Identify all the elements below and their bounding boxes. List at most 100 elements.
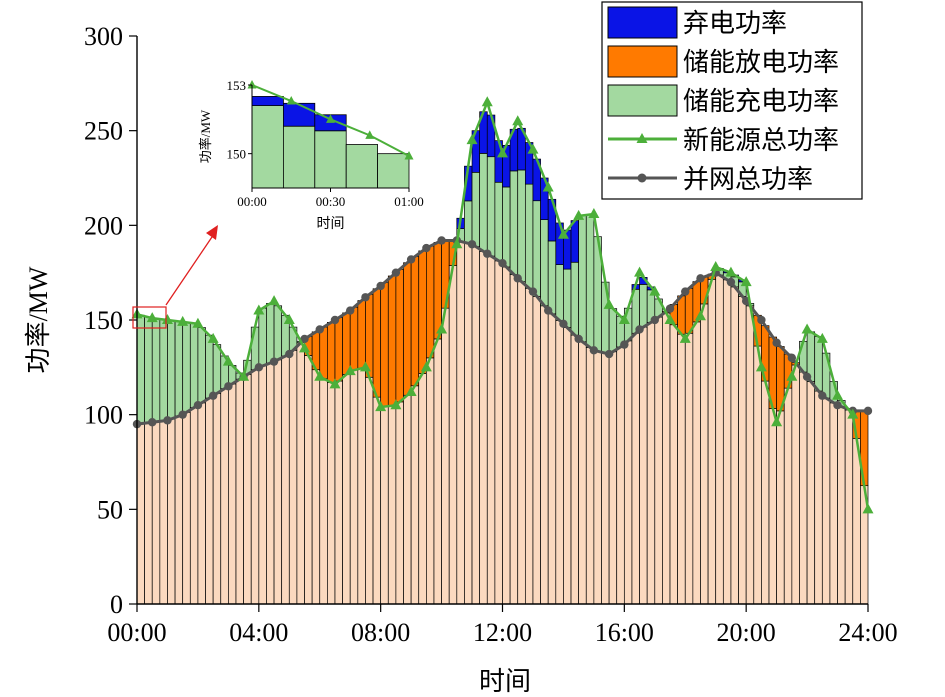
bar-grid-power — [486, 255, 496, 605]
y-tick-label: 250 — [84, 117, 123, 146]
bar-charge — [532, 200, 541, 297]
point-grid-total — [574, 334, 583, 344]
bar-grid-power — [745, 305, 755, 605]
bar-stack — [235, 372, 244, 605]
point-new-energy — [192, 317, 204, 328]
bar-stack — [403, 262, 412, 605]
bar-charge — [524, 183, 534, 289]
point-new-energy — [283, 314, 295, 324]
bar-stack — [288, 326, 298, 605]
point-grid-total — [208, 391, 218, 400]
x-tick-label: 16:00 — [595, 618, 654, 647]
bar-charge — [479, 153, 488, 252]
bar-stack — [623, 307, 633, 605]
bar-grid-power — [151, 421, 161, 605]
bar-grid-power — [829, 402, 838, 605]
bar-grid-power — [464, 242, 473, 605]
bar-stack — [334, 317, 343, 605]
bar-stack — [273, 305, 283, 605]
bar-stack — [494, 140, 503, 605]
bar-stack — [745, 303, 755, 605]
legend-marker-newenergy — [636, 133, 648, 143]
bar-grid-power — [365, 376, 374, 605]
bar-stack — [296, 340, 305, 605]
bar-grid-power — [524, 287, 534, 605]
point-grid-total — [863, 406, 873, 416]
point-new-energy — [725, 266, 737, 277]
point-new-energy — [359, 361, 371, 372]
point-new-energy — [177, 315, 189, 326]
bar-stack — [189, 322, 199, 605]
point-new-energy — [832, 389, 844, 400]
x-tick-label: 08:00 — [351, 618, 410, 647]
bar-charge — [258, 307, 267, 367]
point-new-energy — [771, 416, 783, 427]
bar-stack — [570, 220, 579, 605]
bar-stack — [563, 229, 572, 605]
bar-charge — [197, 327, 206, 404]
bar-stack — [174, 321, 184, 605]
bar-grid-power — [228, 383, 237, 605]
bar-charge — [273, 305, 283, 361]
bar-stack — [837, 400, 846, 605]
point-new-energy — [329, 378, 341, 389]
bar-grid-power — [730, 286, 739, 605]
x-tick-label: 24:00 — [838, 618, 897, 647]
bar-stack — [821, 352, 831, 605]
inset-x-tick-label: 01:00 — [394, 194, 424, 209]
bar-grid-power — [540, 305, 549, 605]
bar-stack — [182, 322, 191, 605]
bar-grid-power — [707, 278, 717, 605]
point-new-energy — [862, 503, 874, 514]
inset-bar-charge — [345, 144, 379, 189]
bar-stack — [243, 359, 252, 605]
bar-grid-power — [776, 410, 785, 605]
point-new-energy — [299, 342, 311, 353]
bar-grid-power — [342, 374, 351, 605]
bar-charge — [608, 308, 618, 353]
bar-stack — [395, 269, 404, 605]
bar-grid-power — [380, 406, 389, 605]
inset-chart: 150 153 00:00 00:30 01:00 时间 功率/MW — [132, 78, 424, 329]
inset-bar-curtail — [251, 96, 284, 106]
bar-grid-power — [441, 307, 450, 605]
bar-charge — [266, 303, 275, 364]
bar-grid-power — [288, 349, 298, 605]
bar-grid-power — [319, 378, 328, 605]
bar-stack — [524, 142, 534, 605]
bar-charge — [570, 261, 579, 336]
bar-charge — [486, 156, 496, 257]
bar-stack — [433, 242, 442, 605]
bar-grid-power — [608, 351, 618, 605]
inset-bar-curtail — [282, 102, 316, 127]
bar-grid-power — [669, 324, 678, 605]
bar-stack — [509, 128, 519, 605]
y-tick-label: 100 — [84, 401, 123, 430]
point-grid-total — [802, 372, 812, 381]
bar-stack — [486, 114, 496, 605]
bar-grid-power — [273, 359, 283, 605]
bar-stack — [806, 331, 816, 605]
point-new-energy — [390, 399, 402, 410]
point-new-energy — [786, 370, 798, 381]
point-new-energy — [694, 310, 706, 321]
bar-grid-power — [700, 303, 709, 605]
bar-charge — [509, 170, 519, 275]
point-new-energy — [801, 323, 813, 334]
x-tick-label: 04:00 — [229, 618, 288, 647]
bar-grid-power — [182, 411, 191, 605]
bar-stack — [228, 365, 237, 605]
bar-grid-power — [197, 402, 206, 605]
point-new-energy — [268, 295, 280, 306]
bar-stack — [387, 275, 397, 605]
bar-stack — [585, 214, 595, 605]
bar-grid-power — [410, 385, 420, 605]
zoom-region-box — [132, 306, 167, 329]
bar-stack — [502, 144, 511, 605]
inset-y-tick-label: 153 — [227, 78, 247, 93]
point-grid-total — [665, 304, 675, 313]
bar-stack — [464, 165, 473, 605]
bar-grid-power — [722, 279, 732, 605]
bar-stack — [471, 130, 481, 605]
legend-label-charge: 储能充电功率 — [683, 87, 839, 116]
